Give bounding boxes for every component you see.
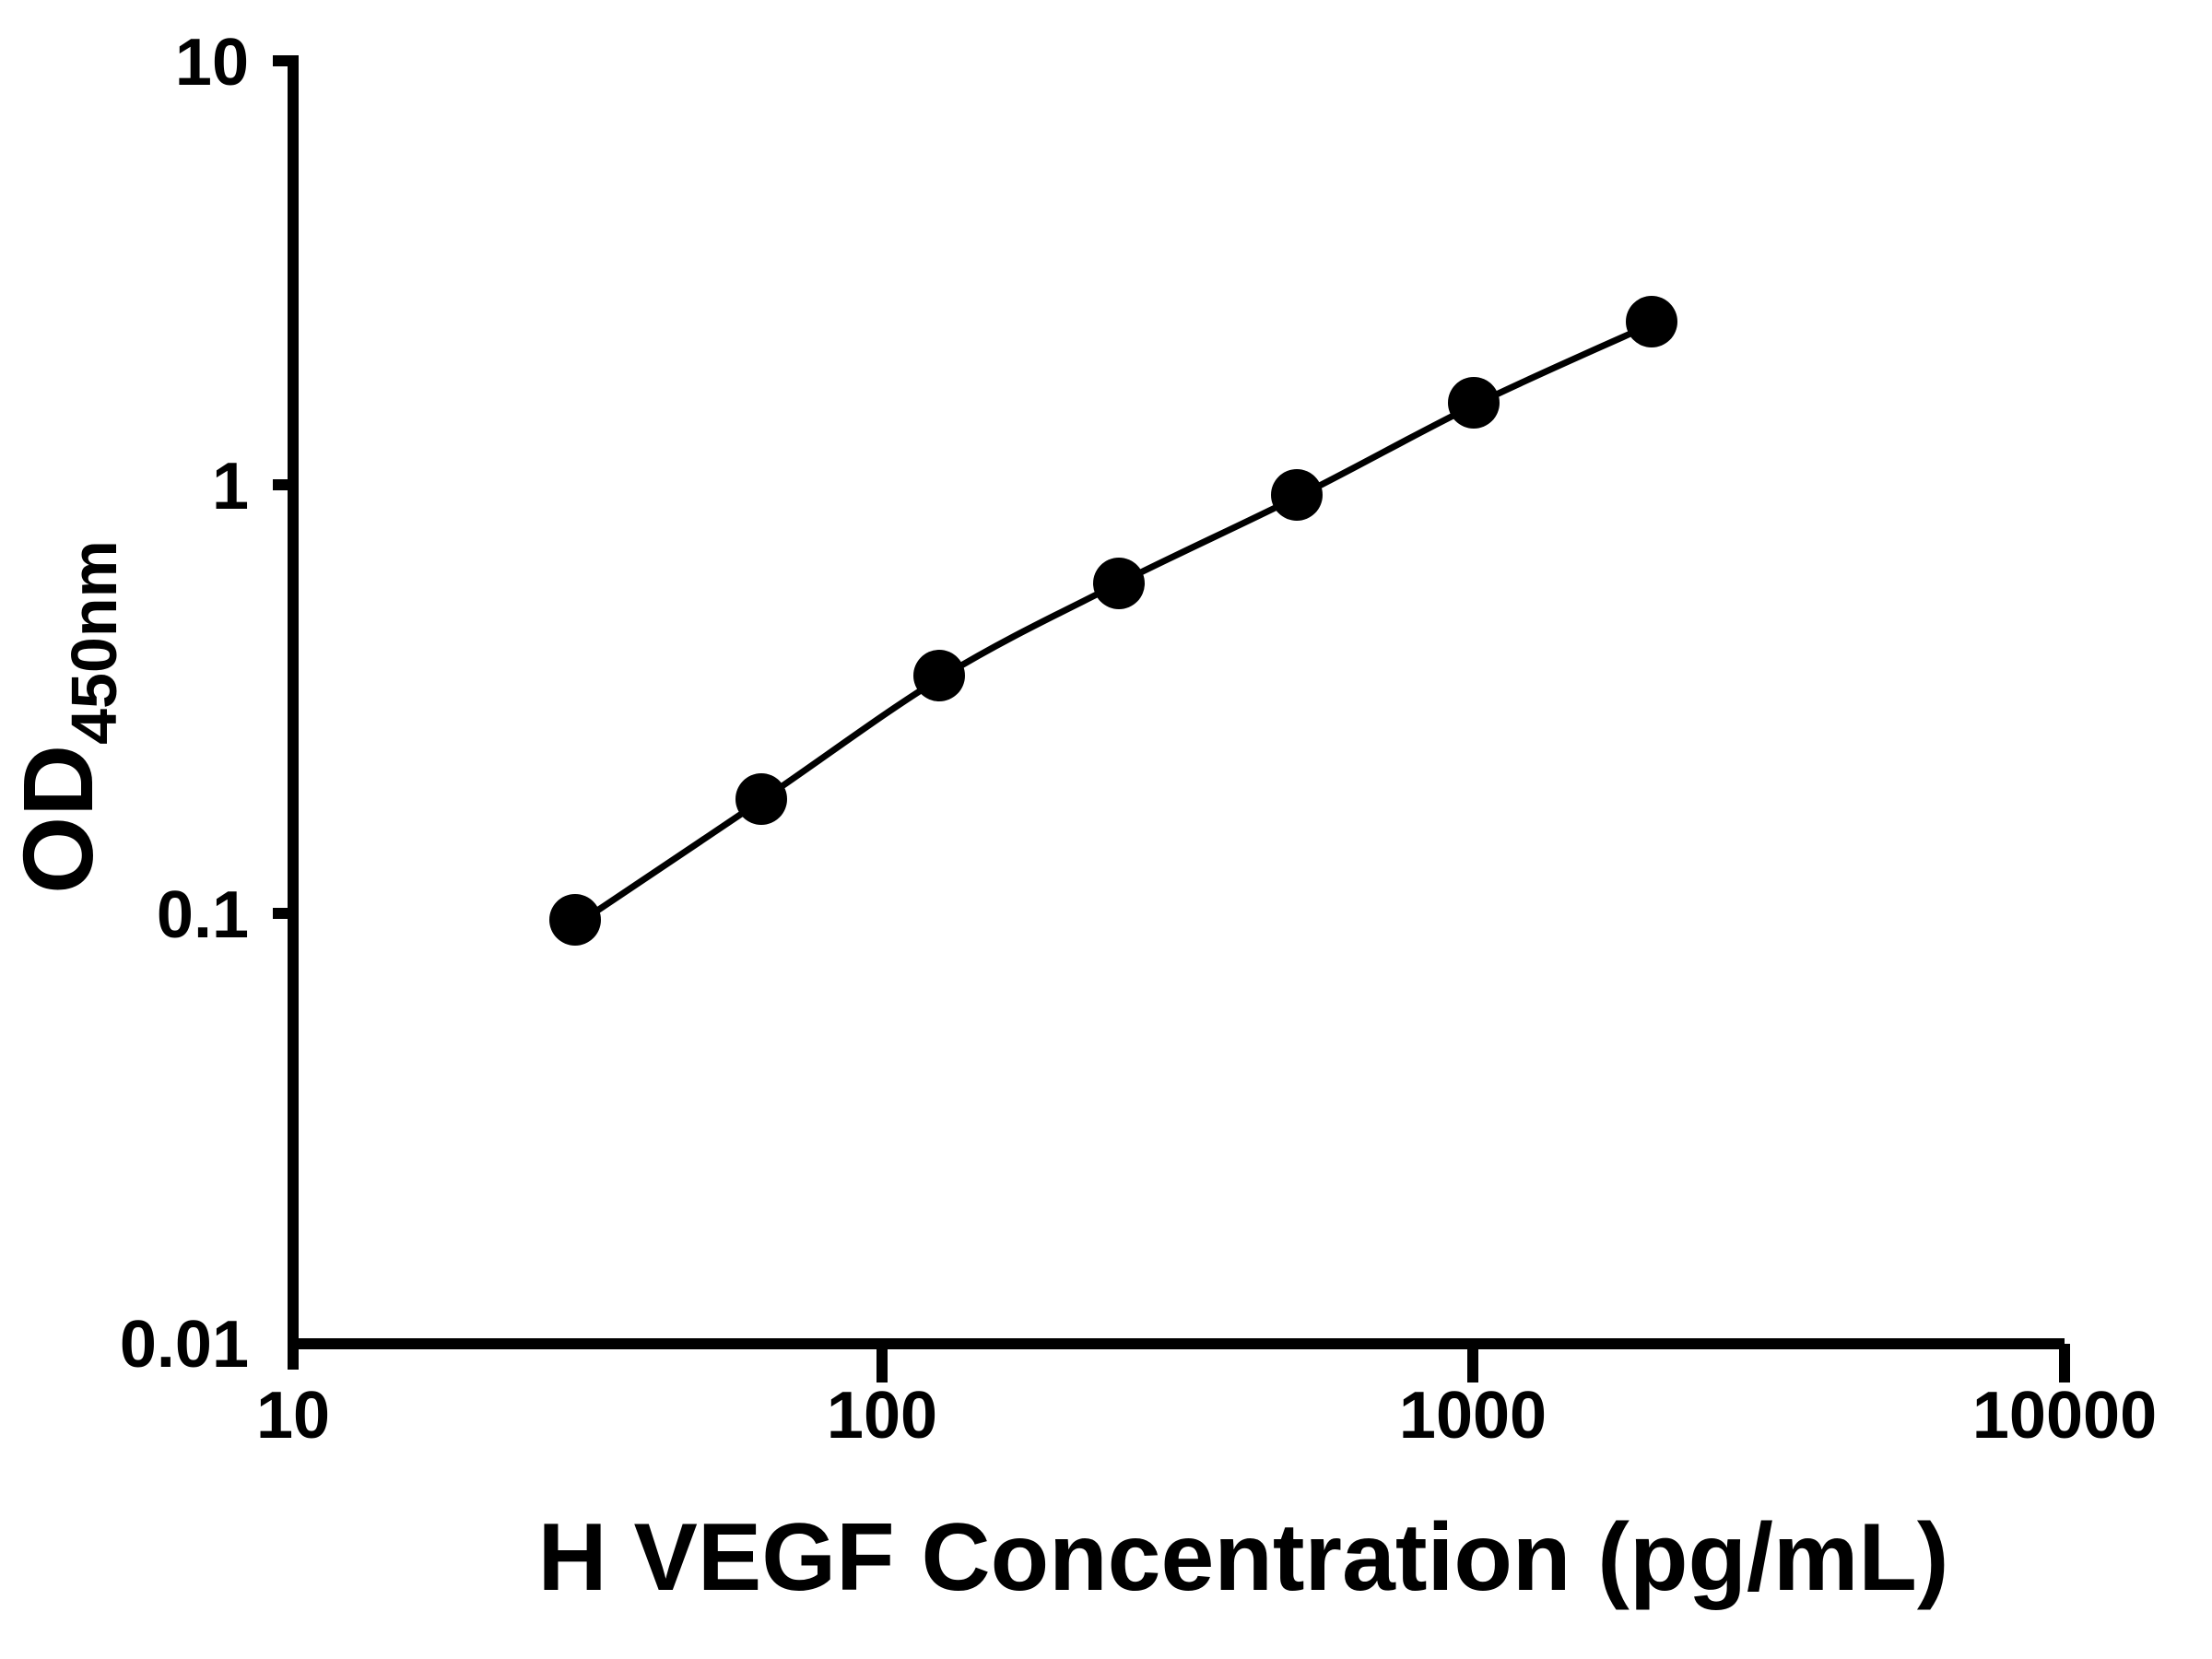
svg-text:1: 1 bbox=[212, 450, 249, 524]
svg-text:10000: 10000 bbox=[1972, 1379, 2157, 1453]
svg-text:OD450nm: OD450nm bbox=[2, 540, 130, 894]
svg-text:10: 10 bbox=[175, 26, 249, 100]
svg-text:0.1: 0.1 bbox=[157, 878, 249, 952]
svg-text:100: 100 bbox=[827, 1379, 937, 1453]
svg-text:0.01: 0.01 bbox=[120, 1308, 249, 1382]
svg-text:H VEGF Concentration (pg/mL): H VEGF Concentration (pg/mL) bbox=[537, 1504, 1948, 1611]
svg-text:10: 10 bbox=[256, 1379, 330, 1453]
svg-text:1000: 1000 bbox=[1399, 1379, 1547, 1453]
